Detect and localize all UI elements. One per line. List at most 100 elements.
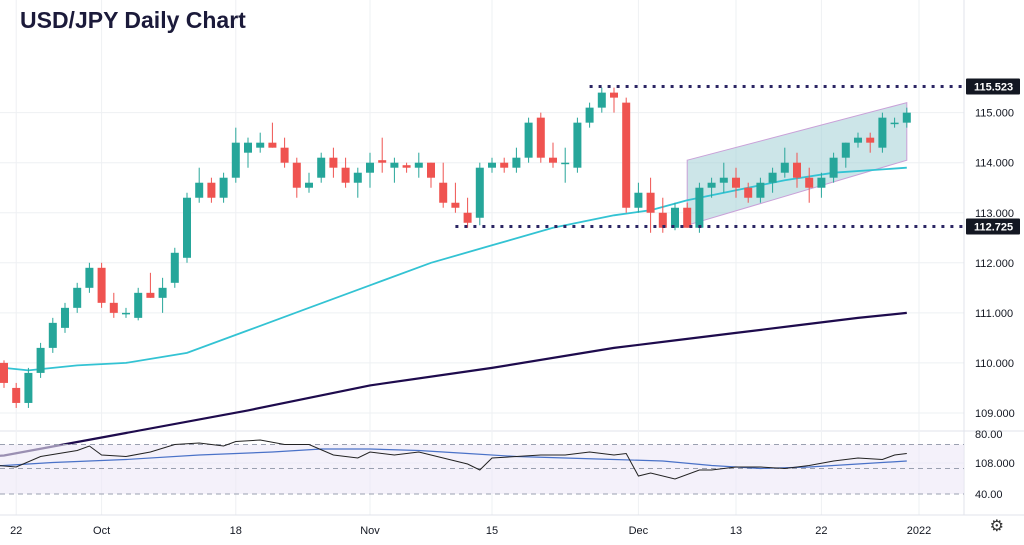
candle: [207, 177, 216, 203]
candle: [109, 292, 118, 318]
time-tick-label: 22: [815, 525, 827, 537]
candle: [402, 162, 411, 173]
candle: [317, 152, 326, 183]
price-tick-label: 114.000: [975, 158, 1014, 170]
candle-body: [878, 117, 887, 148]
rsi-tick-label: 80.00: [975, 429, 1003, 441]
time-tick-label: Dec: [629, 525, 649, 537]
candle-body: [36, 347, 45, 373]
candle-body: [890, 122, 899, 125]
candle: [378, 137, 387, 173]
candle-body: [756, 182, 765, 198]
candle: [817, 172, 826, 198]
candle-body: [500, 162, 509, 168]
candle-body: [683, 207, 692, 228]
candle-body: [73, 287, 82, 308]
candle-body: [183, 197, 191, 258]
price-tick-label: 108.000: [975, 458, 1015, 470]
price-tick-label: 113.000: [975, 208, 1014, 220]
candle-body: [780, 162, 789, 173]
candle-body: [317, 157, 326, 178]
candle-body: [0, 362, 8, 383]
level-label-text: 112.725: [974, 222, 1013, 234]
candle-body: [12, 387, 21, 403]
candle-body: [109, 302, 118, 313]
gridlines: [0, 0, 964, 515]
candle: [756, 177, 765, 203]
candle: [85, 262, 94, 293]
candle-body: [439, 182, 448, 203]
candle-body: [48, 322, 57, 348]
candle-body: [170, 252, 179, 283]
candle-body: [658, 212, 667, 228]
price-tick-label: 111.000: [975, 308, 1013, 320]
candle-body: [244, 142, 252, 153]
candle: [73, 282, 82, 313]
candle-body: [451, 202, 460, 208]
candle: [390, 157, 399, 183]
candle-body: [817, 177, 826, 188]
candle: [866, 132, 875, 153]
candle-body: [61, 307, 69, 328]
candle-body: [622, 102, 631, 208]
candle: [12, 382, 21, 408]
rsi-tick-label: 40.00: [975, 489, 1003, 501]
candle: [366, 152, 374, 188]
price-tick-label: 112.000: [975, 258, 1014, 270]
candle-body: [866, 137, 875, 143]
candle-body: [207, 182, 216, 198]
candle-body: [414, 162, 423, 168]
candle: [439, 162, 448, 208]
candle-body: [793, 162, 801, 178]
candle-body: [610, 92, 618, 98]
candle-body: [219, 177, 228, 198]
candle: [500, 157, 509, 173]
candle: [219, 172, 228, 203]
candle: [683, 202, 692, 228]
candle: [305, 172, 313, 193]
candle: [732, 167, 740, 198]
candle: [268, 122, 277, 148]
candle: [463, 197, 472, 228]
candle: [854, 132, 862, 148]
candle: [561, 147, 570, 183]
chart-title: USD/JPY Daily Chart: [20, 7, 246, 33]
candle-body: [427, 162, 435, 178]
candle: [0, 360, 8, 388]
candle: [536, 112, 545, 163]
candle: [122, 307, 130, 318]
candle-body: [646, 192, 655, 213]
level-label-text: 115.523: [974, 81, 1013, 93]
gear-icon[interactable]: ⚙: [989, 518, 1004, 535]
level-label-bg: [966, 78, 1020, 95]
candle-body: [841, 142, 850, 158]
candle: [414, 152, 423, 178]
candle: [744, 182, 753, 203]
candle-body: [85, 267, 94, 288]
candle: [329, 147, 338, 178]
candle: [341, 157, 350, 188]
candle-body: [341, 167, 350, 183]
candle-body: [536, 117, 545, 158]
candle: [707, 177, 716, 198]
candle: [610, 87, 618, 113]
candle-body: [671, 207, 679, 228]
candle: [793, 152, 801, 188]
candle-body: [549, 157, 557, 163]
candle-body: [97, 267, 106, 303]
candle-body: [305, 182, 313, 188]
candle-body: [231, 142, 240, 178]
candle: [61, 302, 69, 333]
candle-body: [829, 157, 838, 178]
price-tick-label: 109.000: [975, 408, 1015, 420]
candle-body: [134, 292, 143, 318]
candle: [878, 112, 887, 153]
candle: [170, 247, 179, 288]
candle: [183, 192, 191, 263]
candle: [488, 157, 496, 173]
candle-body: [146, 292, 155, 298]
candle: [451, 182, 460, 213]
candle-body: [24, 372, 33, 403]
support-level-label: 112.725: [966, 218, 1020, 235]
